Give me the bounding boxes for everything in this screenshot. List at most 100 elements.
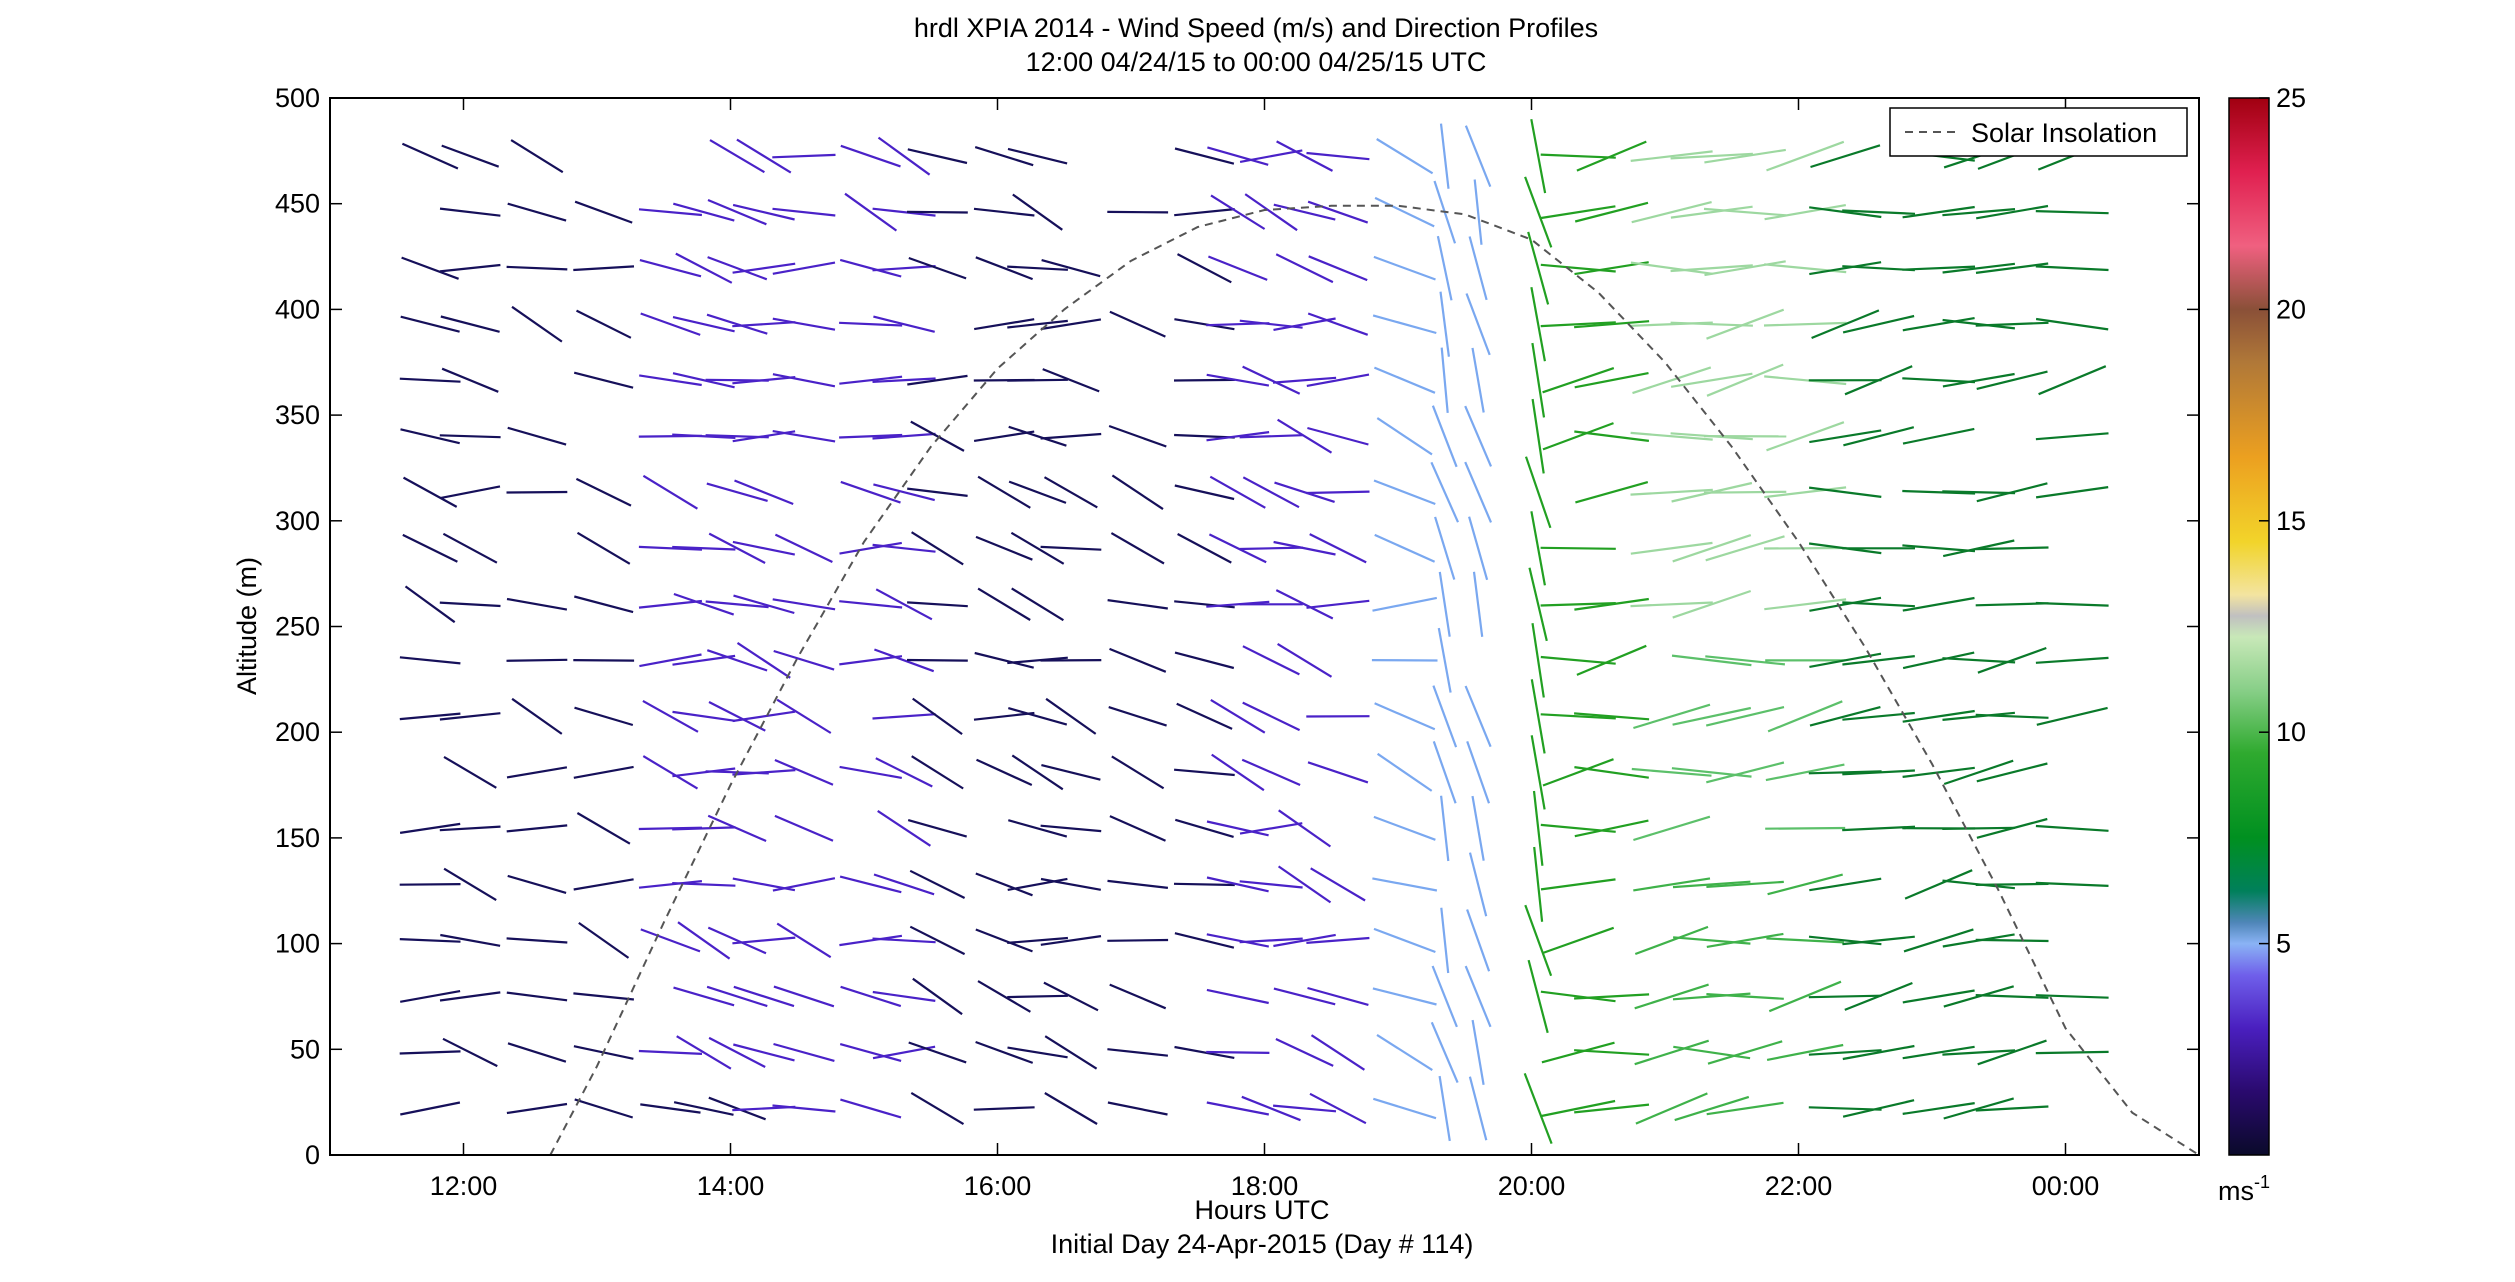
- wind-barb: [401, 256, 459, 280]
- wind-barb: [506, 597, 568, 611]
- wind-barb: [506, 766, 568, 779]
- wind-barb: [1670, 372, 1753, 388]
- wind-barb: [1902, 427, 1975, 445]
- wind-barb: [1574, 766, 1649, 779]
- wind-barb: [1438, 1075, 1451, 1142]
- wind-barb: [1040, 545, 1102, 551]
- colorbar-tick-label: 10: [2276, 717, 2306, 747]
- wind-barb: [708, 701, 766, 732]
- wind-barb: [1631, 201, 1712, 224]
- wind-barb: [506, 265, 568, 271]
- wind-barb: [1372, 596, 1438, 612]
- wind-barb: [1942, 1049, 2016, 1056]
- wind-barb: [1531, 342, 1546, 418]
- wind-barb: [1528, 567, 1548, 642]
- wind-barb: [1306, 936, 1370, 944]
- wind-barb: [1373, 366, 1436, 394]
- wind-barb: [975, 1040, 1034, 1064]
- wind-barb: [1376, 1033, 1433, 1072]
- wind-barb: [772, 877, 836, 892]
- wind-barb: [1241, 1095, 1301, 1122]
- wind-barb: [1206, 431, 1270, 442]
- wind-barb: [1309, 1092, 1367, 1125]
- wind-barb: [1307, 986, 1369, 1006]
- wind-barb: [844, 192, 898, 232]
- wind-barb: [1540, 655, 1616, 665]
- wind-barb: [1464, 685, 1492, 748]
- wind-barb: [402, 533, 458, 563]
- wind-barb: [772, 598, 836, 611]
- wind-barb: [732, 936, 796, 945]
- wind-barb: [1542, 367, 1615, 394]
- wind-barb: [1464, 125, 1492, 188]
- wind-barb: [839, 258, 902, 278]
- wind-barb: [510, 139, 564, 174]
- wind-barb: [1174, 651, 1235, 670]
- wind-barb: [1635, 1092, 1708, 1125]
- wind-barb: [1007, 265, 1068, 271]
- wind-barb: [1530, 679, 1546, 754]
- wind-barb: [1809, 596, 1882, 612]
- wind-barb: [1275, 1038, 1334, 1067]
- wind-barb: [977, 980, 1031, 1013]
- wind-barb: [672, 433, 736, 439]
- wind-barb: [772, 261, 836, 275]
- wind-barb: [2035, 432, 2109, 441]
- wind-barb: [1307, 312, 1369, 336]
- wind-barb: [1766, 1043, 1844, 1061]
- wind-barb: [872, 937, 936, 944]
- wind-barb: [404, 585, 456, 624]
- wind-barb: [1764, 486, 1847, 499]
- wind-barb: [909, 925, 966, 956]
- wind-barb: [974, 146, 1034, 167]
- wind-barb: [1540, 321, 1616, 328]
- wind-barb: [1672, 589, 1752, 619]
- wind-barb: [640, 1103, 701, 1114]
- wind-barb: [1902, 651, 1975, 670]
- wind-barb: [1902, 544, 1976, 553]
- wind-barb: [1309, 533, 1367, 564]
- wind-barb: [1842, 209, 1916, 215]
- wind-barb: [1242, 365, 1301, 395]
- wind-barb: [872, 543, 936, 553]
- wind-barb: [1174, 208, 1235, 217]
- wind-barb: [732, 540, 796, 556]
- wind-barb: [1942, 657, 2016, 664]
- wind-barb: [1902, 205, 1975, 219]
- wind-barb: [1007, 994, 1068, 999]
- wind-barb: [733, 594, 795, 615]
- wind-barb: [1902, 709, 1975, 723]
- wind-barb: [1674, 1095, 1750, 1122]
- wind-barb: [1206, 600, 1270, 608]
- wind-barb: [912, 977, 963, 1016]
- wind-barb: [1244, 193, 1298, 232]
- wind-barb: [1436, 235, 1453, 301]
- wind-barb: [1109, 983, 1167, 1010]
- legend: Solar Insolation: [1889, 107, 2188, 157]
- wind-barb: [1174, 932, 1235, 949]
- wind-barb: [1373, 815, 1436, 841]
- wind-barb: [1523, 1073, 1553, 1144]
- wind-barb: [973, 430, 1035, 442]
- colorbar: 5 10 15 20 25 ms-1: [2218, 83, 2306, 1206]
- wind-barb: [1810, 144, 1881, 169]
- y-tick-label: 350: [275, 400, 320, 430]
- wind-barb: [1703, 207, 1787, 217]
- wind-barb: [1107, 1101, 1168, 1116]
- wind-barb: [1633, 703, 1711, 730]
- wind-barb: [1975, 262, 2049, 274]
- wind-barb: [1670, 205, 1753, 219]
- wind-barb: [873, 873, 935, 896]
- wind-barb: [1471, 795, 1485, 861]
- wind-barb: [1041, 259, 1101, 278]
- wind-barb: [875, 757, 933, 788]
- wind-barb: [1670, 264, 1753, 273]
- wind-barb: [1307, 200, 1369, 224]
- wind-barb: [1464, 405, 1493, 467]
- wind-barb: [1902, 596, 1975, 612]
- wind-barb: [1278, 809, 1332, 848]
- wind-barb: [1207, 255, 1268, 281]
- wind-barb: [1044, 1092, 1098, 1125]
- wind-barb: [672, 545, 736, 551]
